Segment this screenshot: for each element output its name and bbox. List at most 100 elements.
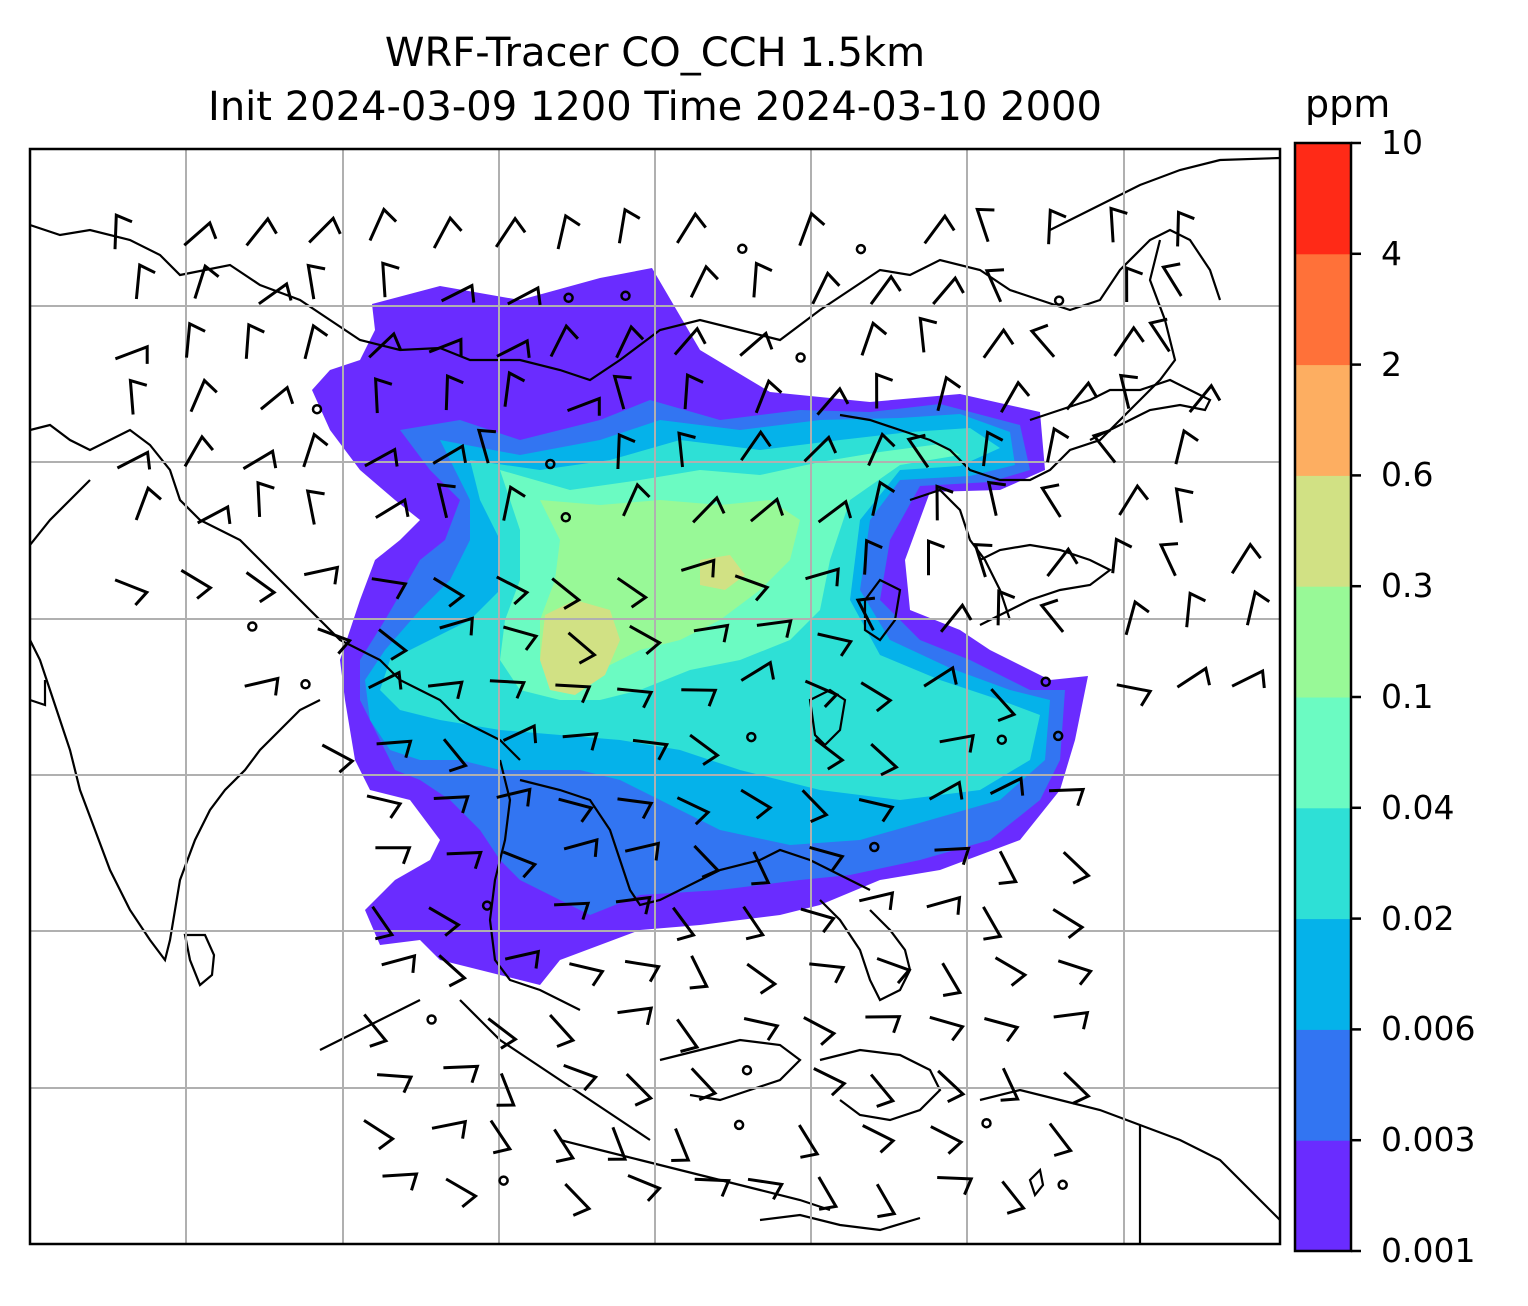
wind-barb [439, 616, 474, 636]
colorbar-unit-label: ppm [1305, 82, 1391, 126]
wind-barb [502, 850, 538, 879]
wind-barb [1118, 373, 1138, 409]
wind-barb [694, 1177, 731, 1197]
wind-barb [563, 837, 599, 858]
wind-barb [867, 431, 896, 467]
wind-barb [496, 338, 531, 358]
wind-barbs [113, 206, 1271, 1219]
wind-barb [871, 480, 896, 517]
calm-wind-marker [1053, 295, 1065, 306]
wind-barb [996, 589, 1016, 626]
wind-barb [800, 907, 836, 934]
map-frame [28, 147, 1282, 1246]
wind-barb [928, 780, 964, 801]
wind-barb [427, 680, 464, 700]
wind-barb [1039, 598, 1065, 633]
wind-barb [558, 797, 594, 823]
wind-barb [926, 895, 962, 915]
colorbar-tick-label: 0.6 [1381, 455, 1434, 495]
wind-barb [624, 841, 661, 861]
wind-barb [677, 431, 696, 468]
wind-barb [676, 1018, 700, 1053]
wind-barb [376, 1073, 414, 1094]
colorbar-segment [1295, 586, 1351, 698]
wind-barb [918, 316, 938, 353]
wind-barb [616, 432, 636, 470]
wind-barb [1160, 262, 1183, 297]
wind-barb [813, 1067, 847, 1097]
wind-barb [632, 738, 670, 761]
wind-barb [242, 448, 278, 470]
wind-barb [244, 676, 280, 696]
wind-barb [445, 1177, 479, 1209]
wind-barb [607, 1126, 628, 1161]
wind-barb [855, 596, 876, 631]
wind-barb [487, 1017, 519, 1050]
wind-barb [183, 434, 215, 468]
calm-wind-marker [545, 458, 556, 470]
wind-barb [809, 962, 846, 984]
wind-barb [564, 1183, 592, 1217]
wind-barb [193, 263, 220, 299]
wind-barb [496, 1072, 516, 1107]
wind-barb [616, 576, 649, 609]
wind-barb [982, 430, 1004, 467]
calm-wind-marker [560, 512, 572, 523]
wind-barb [502, 625, 539, 651]
wind-barb [906, 433, 930, 469]
wind-barb [683, 372, 704, 410]
wind-barb [982, 327, 1015, 359]
wind-barb [1049, 787, 1086, 807]
wind-barb [673, 326, 707, 356]
map-panel [30, 149, 1280, 1244]
wind-barb [428, 337, 463, 357]
wind-barb [183, 220, 218, 247]
wind-barb [442, 738, 469, 773]
wind-barb [803, 1016, 837, 1046]
calm-wind-marker [563, 292, 574, 304]
plot-title-line2: Init 2024-03-09 1200 Time 2024-03-10 200… [208, 84, 1102, 130]
wind-barb [936, 375, 962, 412]
calm-wind-marker [426, 1014, 437, 1025]
wind-barb [1125, 265, 1144, 303]
wind-barb [676, 796, 711, 826]
wind-barb [932, 275, 965, 305]
wind-barb [1124, 599, 1150, 636]
wind-barb [189, 377, 218, 413]
wind-barb [801, 789, 829, 823]
wind-barb [617, 1006, 654, 1026]
wind-barb [1000, 1067, 1020, 1102]
wind-barb [1176, 666, 1211, 689]
wind-barb [381, 261, 400, 298]
wind-barb [1116, 683, 1153, 707]
colorbar-tick-label: 0.3 [1381, 566, 1434, 606]
wind-barb [937, 1176, 974, 1196]
wind-barb [551, 577, 582, 610]
wind-barb [739, 330, 774, 357]
wind-barb [937, 1069, 966, 1104]
wind-barb [504, 949, 541, 969]
wind-barb [754, 378, 783, 414]
wind-barb [554, 901, 591, 921]
wind-barb [809, 845, 845, 872]
wind-barb [245, 216, 278, 247]
wind-barb [196, 504, 232, 525]
wind-barb [740, 788, 773, 820]
wind-barb [433, 795, 470, 814]
wind-barb [1174, 487, 1194, 523]
wind-barb [1230, 541, 1262, 575]
wind-barb [373, 377, 393, 414]
wind-barb [378, 628, 409, 661]
wind-barb [114, 344, 149, 364]
wind-barb [303, 323, 329, 360]
wind-barb [438, 954, 468, 988]
wind-barb [875, 1183, 897, 1219]
wind-barb [934, 846, 971, 866]
wind-barb [939, 602, 973, 633]
colorbar-frame [1293, 141, 1353, 1253]
wind-barb [627, 1174, 663, 1202]
wind-barb [1046, 546, 1079, 578]
wind-barb [1245, 589, 1271, 626]
colorbar-segment [1295, 1140, 1351, 1252]
wind-barb [1148, 317, 1171, 353]
